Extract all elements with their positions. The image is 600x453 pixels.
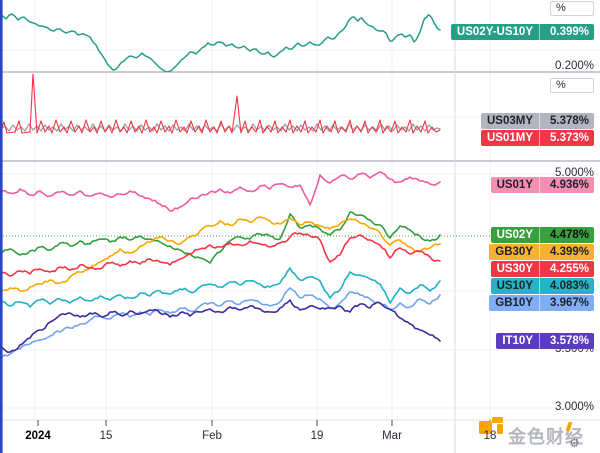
series-label-GB10Y: GB10Y 3.967%	[489, 295, 594, 311]
series-label-US03MY-value: 5.378%	[539, 113, 594, 129]
series-label-US02Y-US10Y-name: US02Y-US10Y	[456, 26, 533, 38]
series-label-GB30Y: GB30Y 4.399%	[489, 244, 594, 260]
series-label-US01MY-value: 5.373%	[539, 130, 594, 146]
pane-main-pane	[0, 171, 441, 358]
watermark-logo-icon	[497, 424, 503, 434]
grid-vertical	[34, 0, 491, 420]
series-line-US30Y	[0, 232, 441, 277]
y-axis-tick-label: 3.000%	[554, 401, 594, 413]
series-label-US30Y-value: 4.255%	[539, 261, 594, 277]
series-label-US30Y-name: US30Y	[496, 263, 533, 275]
series-label-US01Y: US01Y 4.936%	[490, 177, 594, 193]
series-label-GB10Y-name: GB10Y	[495, 297, 533, 309]
series-label-GB30Y-name: GB30Y	[495, 246, 533, 258]
series-label-US03MY: US03MY 5.378%	[480, 113, 594, 129]
series-label-US01MY-name: US01MY	[486, 132, 533, 144]
unit-box-short-rates-pane: %	[550, 78, 594, 93]
settings-gear-icon[interactable]: ⚙	[569, 436, 580, 450]
y-axis-tick-label: 5.000%	[554, 167, 594, 179]
series-label-IT10Y-value: 3.578%	[539, 333, 594, 349]
series-label-US02Y-US10Y-value: 0.399%	[539, 24, 594, 40]
series-line-US02Y-US10Y	[0, 13, 441, 72]
series-label-US02Y-US10Y: US02Y-US10Y 0.399%	[450, 24, 594, 40]
series-label-US10Y-value: 4.083%	[539, 278, 594, 294]
x-axis-label-2024: 2024	[25, 430, 51, 442]
x-axis-label-Feb: Feb	[202, 430, 222, 442]
series-label-US10Y: US10Y 4.083%	[490, 278, 594, 294]
series-label-IT10Y: IT10Y 3.578%	[496, 333, 594, 349]
x-axis-label-18: 18	[483, 430, 497, 442]
series-line-US01Y	[0, 171, 441, 212]
time-axis-ticks	[37, 420, 491, 426]
pane-short-rates-pane	[0, 73, 441, 134]
x-axis-label-19: 19	[310, 430, 324, 442]
series-label-IT10Y-name: IT10Y	[502, 335, 533, 347]
pane-spread-pane	[0, 13, 441, 72]
series-line-US02Y	[0, 211, 441, 264]
series-label-US01Y-value: 4.936%	[539, 177, 594, 193]
x-axis-label-15: 15	[99, 430, 113, 442]
series-label-GB10Y-value: 3.967%	[539, 295, 594, 311]
series-line-IT10Y	[0, 299, 441, 354]
series-line-GB30Y	[0, 216, 441, 293]
series-label-US02Y-name: US02Y	[496, 229, 533, 241]
series-label-GB30Y-value: 4.399%	[539, 244, 594, 260]
watermark-logo-icon	[479, 421, 492, 434]
series-line-US01MY	[0, 73, 441, 134]
watermark-logo-icon	[492, 417, 503, 423]
series-label-US30Y: US30Y 4.255%	[490, 261, 594, 277]
series-label-US02Y: US02Y 4.478%	[490, 227, 594, 243]
unit-box-spread-pane: %	[550, 1, 594, 16]
series-label-US02Y-value: 4.478%	[539, 227, 594, 243]
watermark-text: 金色财经	[508, 427, 584, 447]
series-label-US10Y-name: US10Y	[496, 280, 533, 292]
series-line-GB10Y	[0, 287, 441, 358]
series-label-US01Y-name: US01Y	[496, 179, 533, 191]
series-label-US01MY: US01MY 5.373%	[480, 130, 594, 146]
y-axis-tick-label: 0.200%	[554, 60, 594, 72]
series-label-US03MY-name: US03MY	[486, 115, 533, 127]
series-line-US10Y	[0, 267, 441, 308]
x-axis-label-Mar: Mar	[382, 430, 402, 442]
